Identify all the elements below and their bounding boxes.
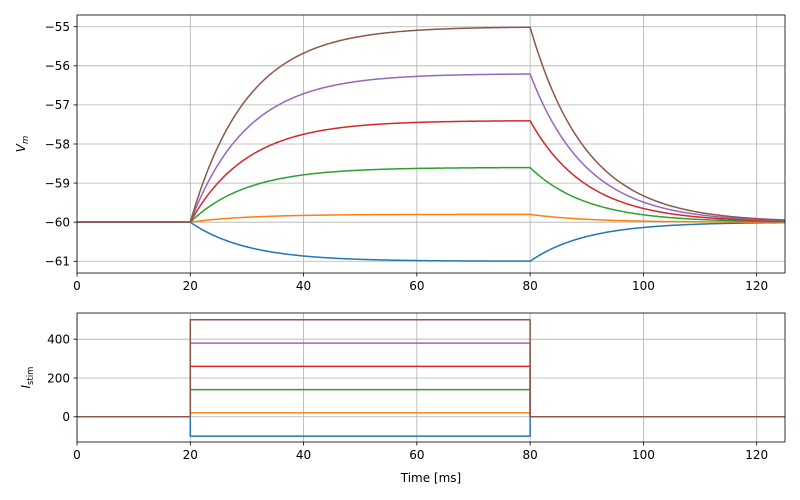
- voltage-y-tick-label-2: −59: [45, 176, 70, 190]
- voltage-x-tick-label-120: 120: [745, 279, 768, 293]
- voltage-series-orange: [77, 213, 785, 223]
- voltage-x-tick-label-100: 100: [632, 279, 655, 293]
- stimulus-series-brown: [77, 319, 785, 418]
- voltage-series-group: [77, 26, 785, 262]
- voltage-panel: 0 20 40 60 80 100 120 −61 −60 −59 −58 −57 −56 −55 Vm: [14, 14, 786, 293]
- voltage-y-tick-label-6: −55: [45, 20, 70, 34]
- voltage-y-tick-label-0: −61: [45, 255, 70, 269]
- stimulus-y-tick-label-2: 400: [47, 332, 70, 346]
- voltage-series-purple: [77, 73, 785, 223]
- stimulus-x-tick-label-20: 20: [183, 448, 198, 462]
- stimulus-x-tick-label-120: 120: [745, 448, 768, 462]
- stimulus-axes-frame: [76, 312, 786, 443]
- voltage-series-red: [77, 120, 785, 223]
- voltage-y-axis-label-subscript: m: [21, 136, 31, 144]
- stimulus-x-tick-label-60: 60: [409, 448, 424, 462]
- stimulus-y-axis-label-main: I: [19, 384, 33, 388]
- stimulus-y-axis-label: Istim: [19, 367, 36, 389]
- voltage-series-green: [77, 166, 785, 223]
- stimulus-x-tick-label-80: 80: [522, 448, 537, 462]
- voltage-x-tick-label-0: 0: [73, 279, 81, 293]
- voltage-x-tick-label-40: 40: [296, 279, 311, 293]
- stimulus-y-tick-label-1: 200: [47, 371, 70, 385]
- voltage-y-axis-label: Vm: [14, 136, 31, 153]
- voltage-x-tick-label-80: 80: [522, 279, 537, 293]
- stimulus-y-axis-label-subscript: stim: [26, 367, 36, 385]
- voltage-y-axis-label-main: V: [14, 143, 28, 152]
- stimulus-x-axis-label: Time [ms]: [400, 471, 462, 485]
- voltage-x-tick-label-20: 20: [183, 279, 198, 293]
- voltage-x-tick-label-60: 60: [409, 279, 424, 293]
- stimulus-y-tick-label-0: 0: [62, 410, 70, 424]
- voltage-y-tick-label-5: −56: [45, 59, 70, 73]
- voltage-series-blue: [77, 221, 785, 262]
- voltage-y-tick-label-3: −58: [45, 137, 70, 151]
- voltage-y-tick-label-1: −60: [45, 215, 70, 229]
- voltage-y-tick-label-4: −57: [45, 98, 70, 112]
- stimulus-x-tick-label-0: 0: [73, 448, 81, 462]
- stimulus-series-group: [77, 319, 785, 437]
- stimulus-x-tick-label-100: 100: [632, 448, 655, 462]
- stimulus-panel: 0 20 40 60 80 100 120 0 200 400 Istim Time [ms]: [19, 312, 786, 485]
- voltage-series-brown: [77, 26, 785, 223]
- stimulus-x-tick-label-40: 40: [296, 448, 311, 462]
